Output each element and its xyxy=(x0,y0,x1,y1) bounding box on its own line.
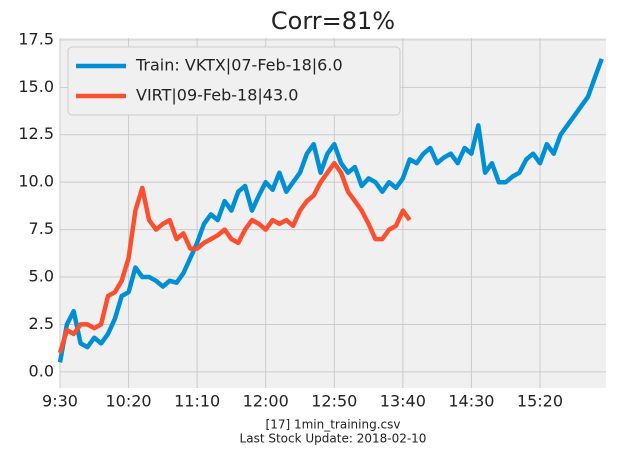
y-tick-label: 15.0 xyxy=(18,77,54,96)
y-tick-label: 17.5 xyxy=(18,29,54,48)
x-tick-label: 11:10 xyxy=(174,392,220,411)
x-tick-label: 12:00 xyxy=(243,392,289,411)
y-tick-label: 5.0 xyxy=(29,267,54,286)
legend-label: VIRT|09-Feb-18|43.0 xyxy=(136,86,298,105)
legend-box xyxy=(67,46,401,116)
y-tick-label: 10.0 xyxy=(18,172,54,191)
footer: Last Stock Update: 2018-02-10 xyxy=(240,432,427,446)
series-line xyxy=(57,58,604,363)
x-tick-label: 15:20 xyxy=(517,392,563,411)
chart-title: Corr=81% xyxy=(271,7,395,35)
y-tick-label: 2.5 xyxy=(29,314,54,333)
x-tick-label: 13:40 xyxy=(380,392,426,411)
x-tick-label: 14:30 xyxy=(448,392,494,411)
x-tick-label: 12:50 xyxy=(311,392,357,411)
footer: [17] 1min_training.csv xyxy=(266,418,401,432)
x-tick-label: 10:20 xyxy=(106,392,152,411)
legend: Train: VKTX|07-Feb-18|6.0 VIRT|09-Feb-18|… xyxy=(67,46,401,116)
y-tick-label: 0.0 xyxy=(29,361,54,380)
legend-label: Train: VKTX|07-Feb-18|6.0 xyxy=(135,56,343,75)
lines xyxy=(57,58,604,363)
y-tick-label: 7.5 xyxy=(29,219,54,238)
x-tick-label: 9:30 xyxy=(42,392,78,411)
y-tick-label: 12.5 xyxy=(18,124,54,143)
series-line xyxy=(57,160,412,354)
